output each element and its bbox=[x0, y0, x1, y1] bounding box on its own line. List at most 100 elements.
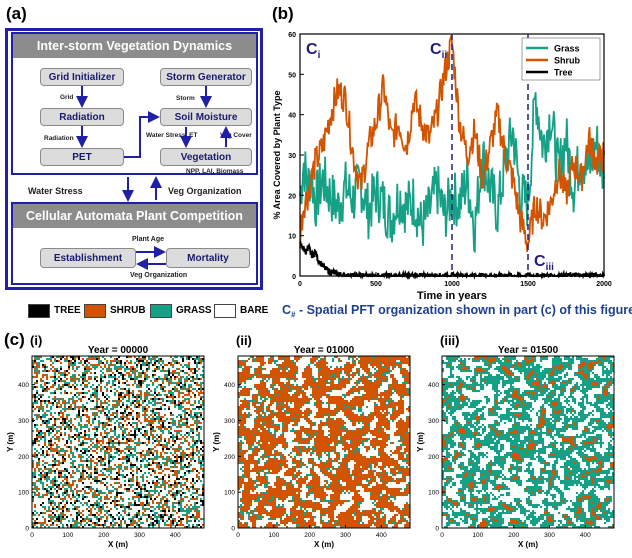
map-cell-shrub bbox=[184, 478, 187, 481]
map-cell-tree bbox=[60, 422, 63, 425]
map-cell-shrub bbox=[308, 366, 311, 369]
map-cell-shrub bbox=[284, 390, 287, 393]
map-cell-tree bbox=[62, 516, 65, 519]
map-cell-shrub bbox=[114, 406, 117, 409]
map-cell-shrub bbox=[74, 358, 77, 361]
map-cell-grass bbox=[42, 386, 45, 389]
map-cell-grass bbox=[136, 456, 139, 459]
map-cell-shrub bbox=[258, 384, 261, 387]
map-cell-tree bbox=[134, 432, 137, 435]
map-cell-grass bbox=[140, 492, 143, 495]
map-cell-shrub bbox=[288, 394, 291, 397]
map-cell-shrub bbox=[192, 368, 195, 371]
map-cell-grass bbox=[96, 488, 99, 491]
map-cell-shrub bbox=[138, 402, 141, 405]
map-cell-tree bbox=[154, 498, 157, 501]
map-cell-shrub bbox=[74, 418, 77, 421]
map-cell-shrub bbox=[106, 390, 109, 393]
map-cell-shrub bbox=[272, 360, 275, 363]
map-cell-shrub bbox=[76, 436, 79, 439]
map-cell-grass bbox=[36, 390, 39, 393]
map-cell-shrub bbox=[248, 366, 251, 369]
map-cell-shrub bbox=[296, 388, 299, 391]
map-cell-tree bbox=[140, 470, 143, 473]
map-cell-shrub bbox=[82, 472, 85, 475]
map-cell-shrub bbox=[132, 426, 135, 429]
map-cell-grass bbox=[180, 388, 183, 391]
map-cell-shrub bbox=[348, 376, 351, 379]
map-cell-shrub bbox=[278, 398, 281, 401]
map-cell-grass bbox=[130, 360, 133, 363]
map-cell-grass bbox=[126, 454, 129, 457]
map-cell-tree bbox=[126, 524, 129, 527]
map-cell-tree bbox=[72, 358, 75, 361]
map-cell-shrub bbox=[196, 384, 199, 387]
map-cell-shrub bbox=[354, 390, 357, 393]
map-cell-shrub bbox=[64, 434, 67, 437]
map-cell-shrub bbox=[402, 368, 405, 371]
map-cell-grass bbox=[40, 360, 43, 363]
map-cell-shrub bbox=[382, 376, 385, 379]
map-cell-shrub bbox=[280, 374, 283, 377]
map-cell-shrub bbox=[258, 388, 261, 391]
map-cell-shrub bbox=[372, 364, 375, 367]
map-cell-shrub bbox=[324, 386, 327, 389]
map-cell-shrub bbox=[274, 396, 277, 399]
map-cell-shrub bbox=[316, 364, 319, 367]
map-cell-shrub bbox=[148, 440, 151, 443]
map-cell-shrub bbox=[374, 374, 377, 377]
map-cell-grass bbox=[152, 490, 155, 493]
map-cell-shrub bbox=[364, 384, 367, 387]
map-cell-tree bbox=[92, 504, 95, 507]
map-cell-tree bbox=[172, 374, 175, 377]
map-cell-grass bbox=[34, 414, 37, 417]
map-cell-shrub bbox=[192, 456, 195, 459]
map-cell-shrub bbox=[330, 384, 333, 387]
map-cell-grass bbox=[200, 374, 203, 377]
map-cell-grass bbox=[358, 392, 361, 395]
map-cell-shrub bbox=[166, 394, 169, 397]
map-cell-shrub bbox=[116, 496, 119, 499]
edge-label-veg-organization: Veg Organization bbox=[168, 186, 242, 196]
map-cell-grass bbox=[72, 456, 75, 459]
map-cell-shrub bbox=[136, 470, 139, 473]
map-cell-shrub bbox=[162, 444, 165, 447]
map-cell-grass bbox=[90, 408, 93, 411]
map-cell-grass bbox=[128, 368, 131, 371]
map-cell-grass bbox=[330, 376, 333, 379]
map-cell-tree bbox=[116, 370, 119, 373]
map-cell-tree bbox=[144, 484, 147, 487]
map-cell-shrub bbox=[40, 526, 43, 529]
map-cell-grass bbox=[158, 478, 161, 481]
map-cell-grass bbox=[84, 426, 87, 429]
map-cell-shrub bbox=[54, 450, 57, 453]
map-cell-shrub bbox=[348, 366, 351, 369]
map-cell-shrub bbox=[404, 386, 407, 389]
map-cell-shrub bbox=[340, 360, 343, 363]
map-cell-shrub bbox=[86, 368, 89, 371]
map-cell-shrub bbox=[82, 436, 85, 439]
map-cell-grass bbox=[86, 426, 89, 429]
map-cell-shrub bbox=[304, 384, 307, 387]
map-cell-grass bbox=[116, 400, 119, 403]
map-cell-grass bbox=[112, 444, 115, 447]
map-cell-shrub bbox=[272, 396, 275, 399]
map-cell-tree bbox=[174, 400, 177, 403]
map-cell-grass bbox=[104, 492, 107, 495]
map-cell-tree bbox=[194, 414, 197, 417]
map-cell-shrub bbox=[330, 398, 333, 401]
map-cell-grass bbox=[162, 370, 165, 373]
map-cell-tree bbox=[160, 466, 163, 469]
map-cell-shrub bbox=[374, 382, 377, 385]
map-cell-shrub bbox=[144, 372, 147, 375]
map-cell-grass bbox=[188, 366, 191, 369]
map-cell-shrub bbox=[110, 414, 113, 417]
map-cell-shrub bbox=[168, 442, 171, 445]
map-cell-shrub bbox=[378, 384, 381, 387]
map-cell-shrub bbox=[162, 456, 165, 459]
map-cell-shrub bbox=[138, 444, 141, 447]
map-cell-grass bbox=[120, 364, 123, 367]
map-cell-shrub bbox=[370, 376, 373, 379]
map-cell-shrub bbox=[274, 400, 277, 403]
